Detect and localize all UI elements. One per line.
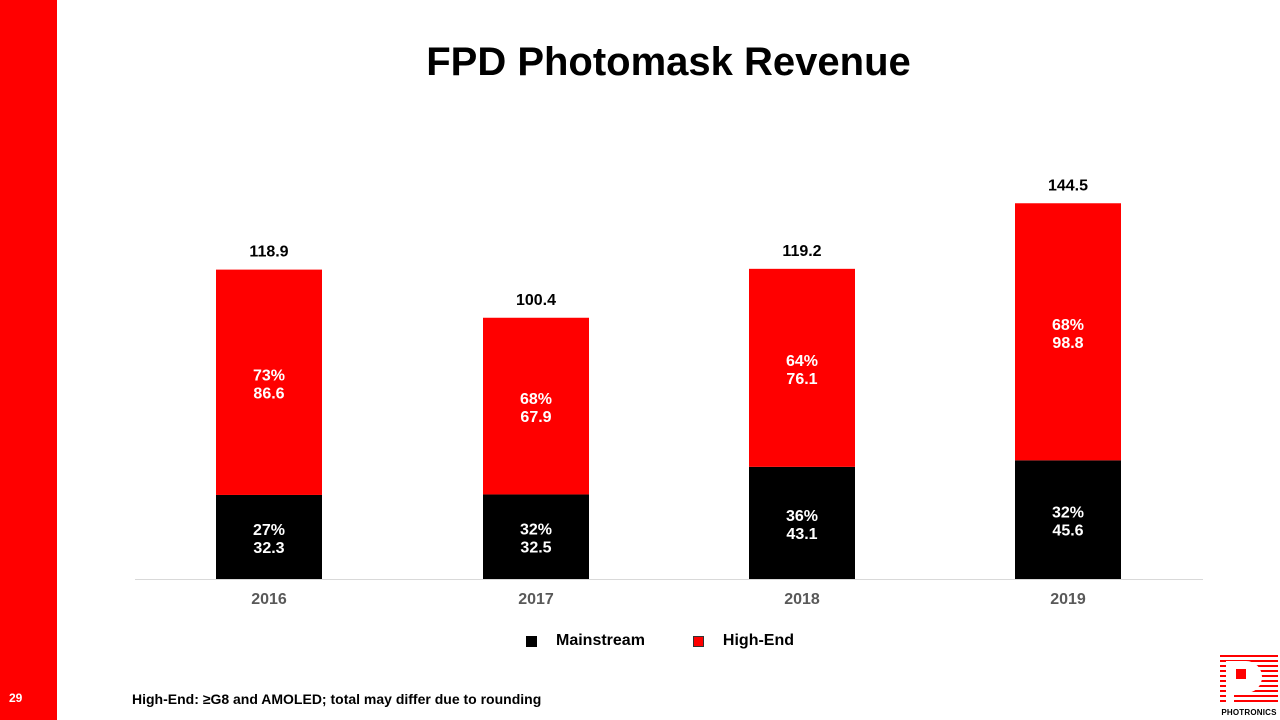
data-label-pct-mainstream-2018: 36% (786, 508, 818, 525)
bar-high-end-2018 (749, 268, 855, 467)
total-label-2018: 119.2 (782, 243, 821, 260)
legend-label-mainstream: Mainstream (556, 632, 645, 649)
x-tick-label-2019: 2019 (1050, 591, 1086, 608)
data-label-value-mainstream-2017: 32.5 (520, 540, 551, 557)
legend-item-high-end: High-End (692, 632, 795, 650)
data-label-pct-mainstream-2019: 32% (1052, 505, 1084, 522)
bar-high-end-2016 (216, 269, 322, 495)
bar-mainstream-2019 (1015, 460, 1121, 579)
bar-mainstream-2016 (216, 494, 322, 579)
data-label-pct-high-end-2017: 68% (520, 391, 552, 408)
left-accent-bar (0, 0, 57, 720)
logo-text: PHOTRONICS (1221, 708, 1277, 717)
chart-legend: Mainstream High-End (526, 632, 842, 650)
data-label-pct-mainstream-2016: 27% (253, 522, 285, 539)
bar-high-end-2019 (1015, 203, 1121, 461)
bar-mainstream-2017 (483, 494, 589, 579)
bar-mainstream-2018 (749, 466, 855, 579)
data-label-value-high-end-2017: 67.9 (520, 409, 551, 426)
page-number: 29 (9, 691, 23, 705)
data-label-value-high-end-2018: 76.1 (786, 371, 817, 388)
legend-swatch-mainstream (526, 635, 537, 647)
legend-label-high-end: High-End (722, 632, 795, 649)
data-label-value-high-end-2019: 98.8 (1052, 335, 1083, 352)
total-label-2019: 144.5 (1048, 177, 1088, 194)
legend-swatch-high-end (692, 635, 704, 647)
chart-title: FPD Photomask Revenue (426, 40, 911, 84)
data-label-pct-mainstream-2017: 32% (520, 522, 552, 539)
total-label-2017: 100.4 (516, 292, 556, 309)
data-label-value-mainstream-2016: 32.3 (253, 540, 284, 557)
data-label-pct-high-end-2018: 64% (786, 353, 818, 370)
data-label-value-high-end-2016: 86.6 (253, 385, 284, 402)
photronics-logo-icon (1220, 655, 1278, 703)
x-tick-label-2016: 2016 (251, 591, 287, 608)
bar-high-end-2017 (483, 317, 589, 495)
footnote: High-End: ≥G8 and AMOLED; total may diff… (132, 691, 542, 707)
x-tick-label-2018: 2018 (784, 591, 820, 608)
data-label-value-mainstream-2018: 43.1 (786, 526, 817, 543)
legend-item-mainstream: Mainstream (526, 632, 645, 650)
data-label-pct-high-end-2019: 68% (1052, 317, 1084, 334)
x-tick-label-2017: 2017 (518, 591, 554, 608)
total-label-2016: 118.9 (249, 244, 288, 261)
data-label-pct-high-end-2016: 73% (253, 367, 285, 384)
data-label-value-mainstream-2019: 45.6 (1052, 523, 1083, 540)
